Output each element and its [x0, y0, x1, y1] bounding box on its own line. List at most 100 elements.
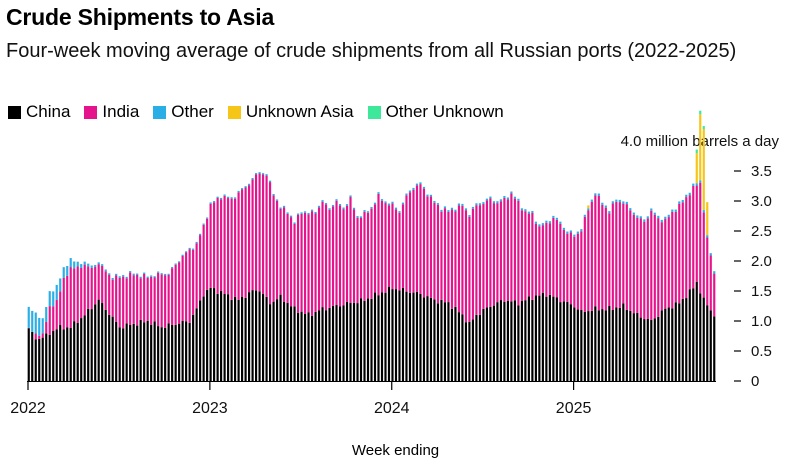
bar-india — [189, 249, 191, 323]
bar-other — [668, 215, 670, 217]
bar-india — [325, 205, 327, 311]
bar-india — [395, 209, 397, 289]
bar-india — [342, 209, 344, 305]
bar-china — [283, 302, 285, 381]
bar-china — [584, 312, 586, 381]
bar-china — [59, 325, 61, 381]
bar-other — [713, 271, 715, 273]
bar-china — [689, 289, 691, 381]
bar-other — [213, 201, 215, 202]
bar-india — [384, 203, 386, 293]
bar-other — [234, 197, 236, 198]
bar-other — [615, 200, 617, 202]
bar-other — [699, 180, 701, 182]
bar-other — [290, 216, 292, 217]
bar-china — [119, 327, 121, 381]
bar-other — [493, 201, 495, 203]
bar-india — [318, 207, 320, 310]
bar-china — [182, 321, 184, 381]
bar-china — [367, 299, 369, 381]
bar-china — [248, 292, 250, 381]
bar-china — [133, 324, 135, 381]
bar-india — [538, 226, 540, 295]
bar-india — [80, 268, 82, 318]
bar-china — [405, 292, 407, 381]
bar-china — [35, 340, 37, 381]
bar-china — [447, 302, 449, 381]
bar-other — [332, 205, 334, 207]
bar-china — [154, 321, 156, 381]
bar-other — [252, 178, 254, 179]
bar-india — [224, 196, 226, 294]
bar-india — [66, 276, 68, 327]
bar-china — [332, 306, 334, 381]
bar-other — [262, 173, 264, 174]
bar-other — [692, 184, 694, 186]
bar-china — [265, 297, 267, 381]
bar-china — [433, 299, 435, 381]
bar-china — [360, 298, 362, 381]
bar-other — [542, 223, 544, 225]
bar-other — [608, 211, 610, 213]
bar-china — [150, 325, 152, 381]
bar-china — [213, 288, 215, 381]
bar-india — [650, 211, 652, 320]
bar-china — [346, 302, 348, 381]
bar-china — [426, 296, 428, 381]
bar-india — [640, 219, 642, 318]
bar-india — [367, 213, 369, 299]
bar-other — [318, 206, 320, 208]
bar-other — [224, 194, 226, 195]
bar-other — [545, 221, 547, 223]
bar-other — [468, 215, 470, 217]
bar-other — [157, 272, 159, 273]
bar-china — [409, 293, 411, 381]
bar-other — [77, 262, 79, 267]
bar-other — [577, 232, 579, 234]
bar-india — [556, 220, 558, 297]
bar-india — [328, 210, 330, 308]
bar-other — [59, 278, 61, 291]
bar-india — [608, 213, 610, 306]
bar-other — [650, 208, 652, 210]
bar-china — [224, 294, 226, 381]
bar-india — [52, 306, 54, 331]
bar-china — [444, 302, 446, 381]
bar-china — [395, 289, 397, 381]
bar-other — [272, 194, 274, 195]
bar-india — [377, 194, 379, 295]
bar-india — [49, 306, 51, 335]
bar-china — [126, 323, 128, 381]
bar-china — [591, 311, 593, 381]
bar-india — [426, 196, 428, 296]
bar-india — [584, 217, 586, 312]
bar-china — [500, 300, 502, 381]
bar-china — [391, 289, 393, 381]
y-tick-label: 0 — [751, 373, 759, 390]
bar-india — [636, 218, 638, 313]
bar-china — [136, 326, 138, 381]
bar-other — [311, 210, 313, 212]
bar-china — [468, 322, 470, 381]
bar-china — [566, 302, 568, 381]
bar-other — [265, 174, 267, 175]
bar-china — [238, 300, 240, 381]
bar-other — [325, 203, 327, 205]
bar-china — [552, 297, 554, 381]
bar-china — [259, 291, 261, 381]
bar-china — [206, 290, 208, 381]
bar-other — [94, 265, 96, 267]
bar-india — [175, 265, 177, 325]
bar-india — [398, 213, 400, 291]
bar-other — [80, 264, 82, 268]
bar-other — [192, 249, 194, 250]
bar-other — [395, 208, 397, 210]
bar-india — [580, 231, 582, 310]
bar-china — [510, 301, 512, 381]
bar-india — [566, 234, 568, 302]
bar-china — [217, 294, 219, 381]
bar-india — [70, 267, 72, 328]
bar-india — [210, 204, 212, 288]
bar-india — [196, 243, 198, 308]
x-tick-label: 2024 — [374, 400, 410, 417]
